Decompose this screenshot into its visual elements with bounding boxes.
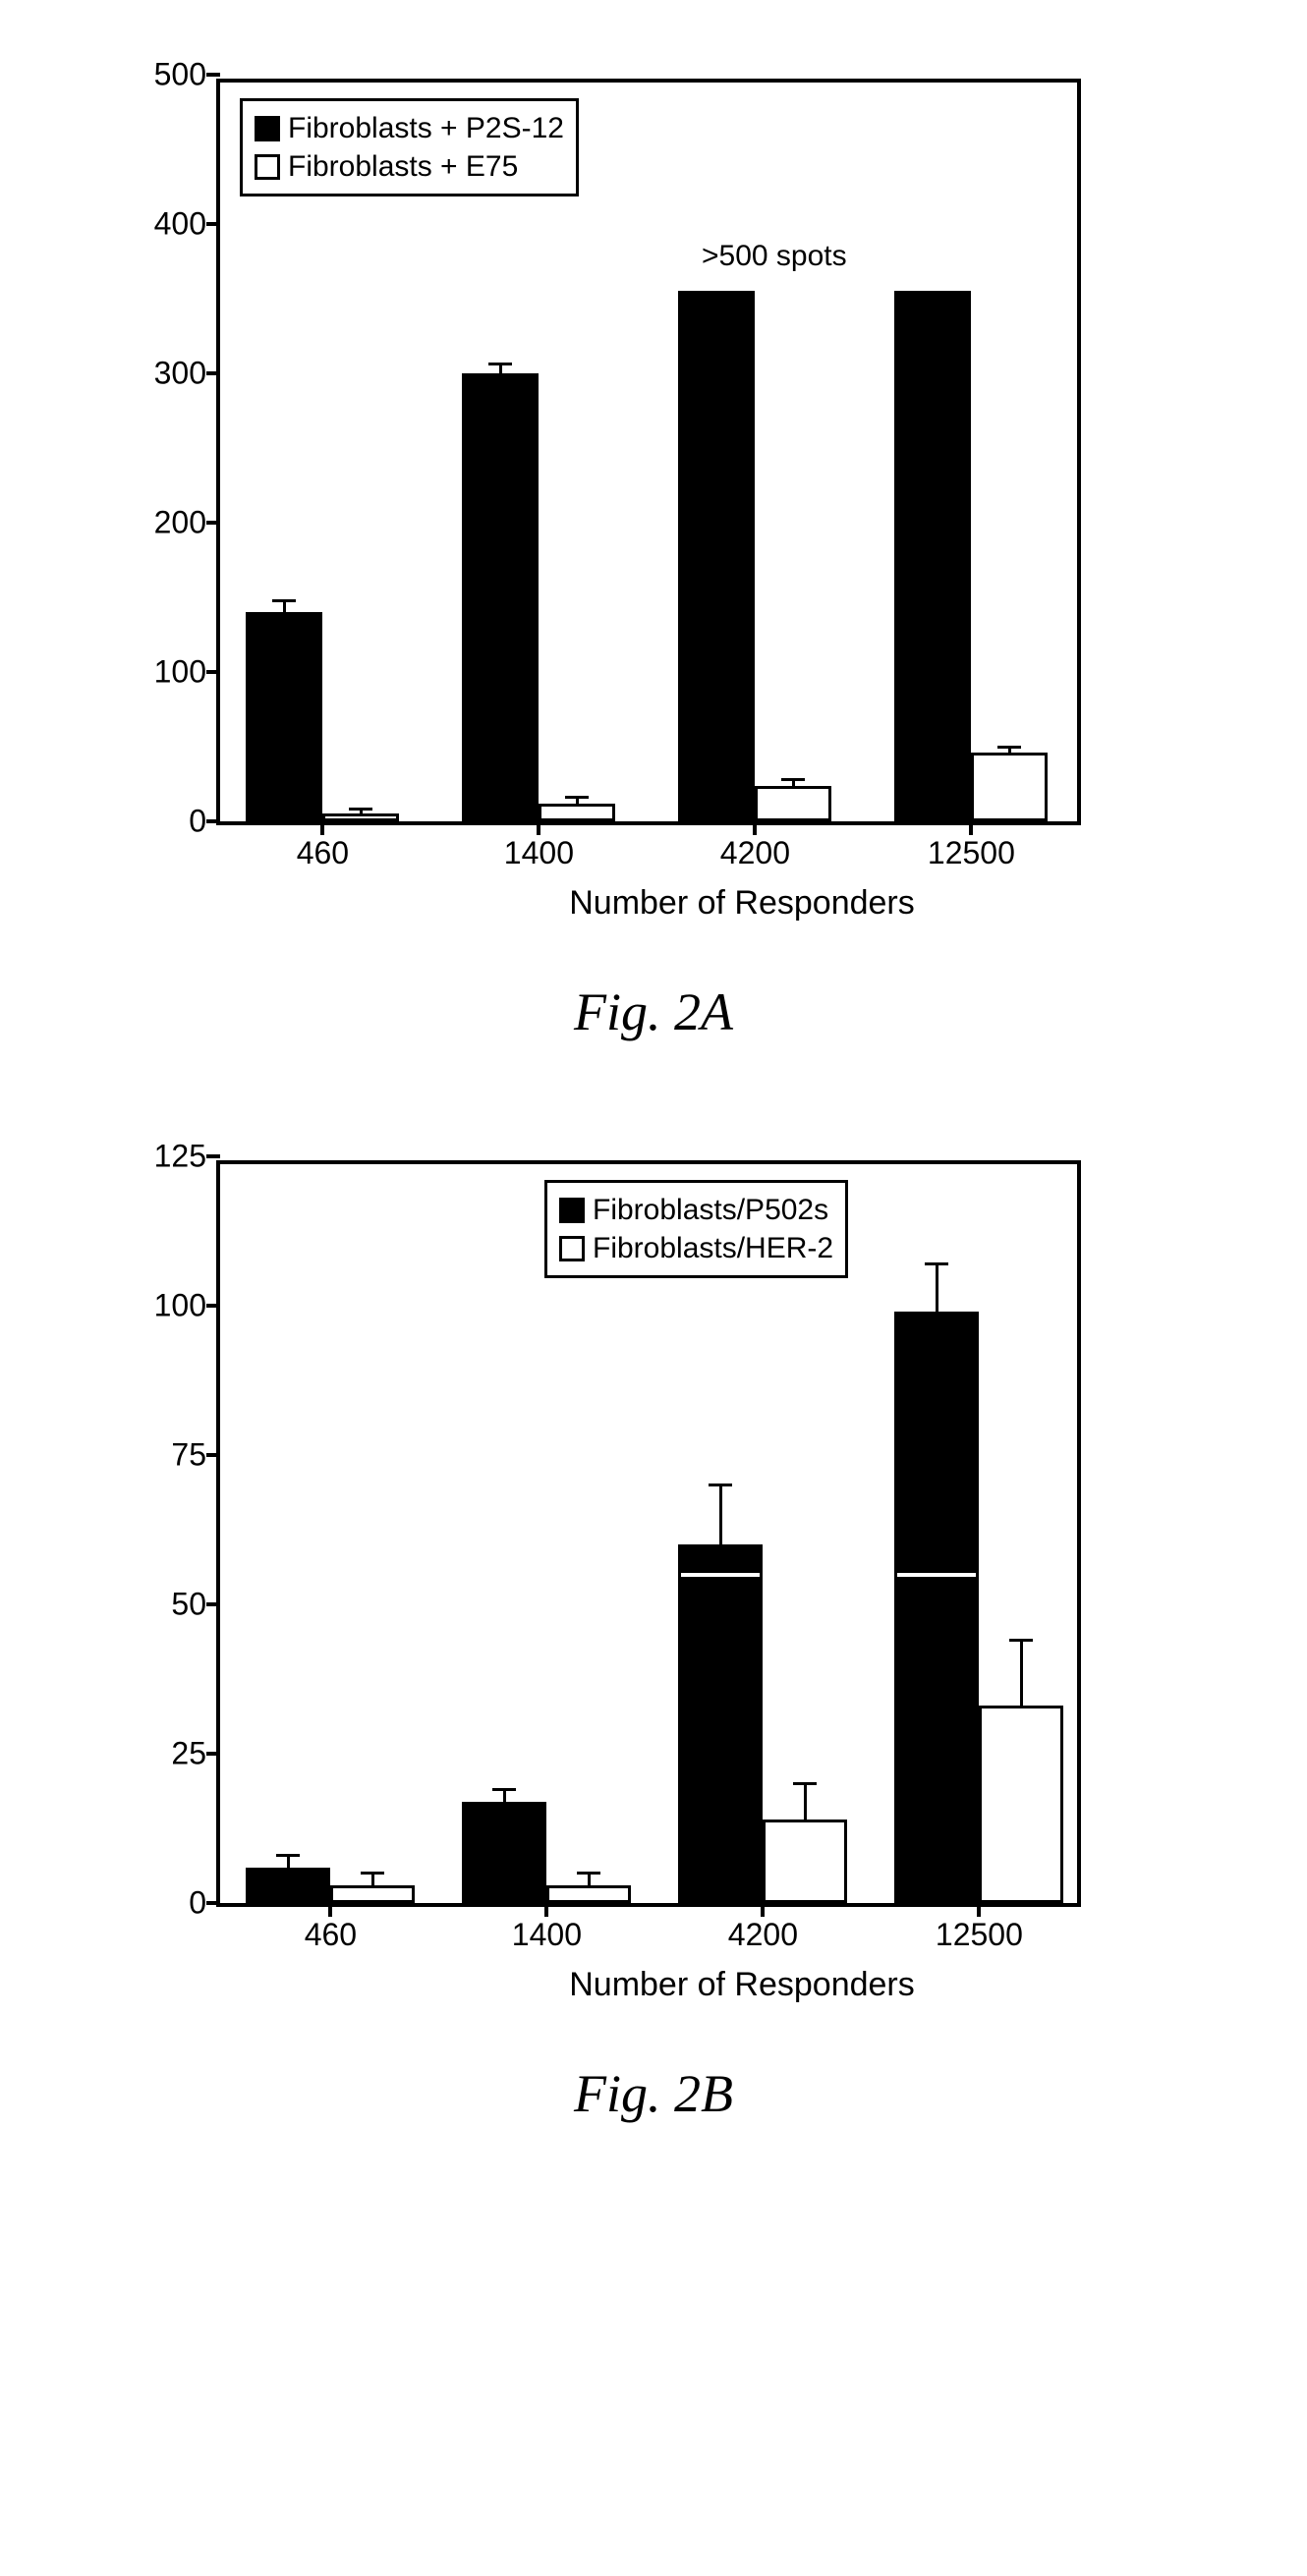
bar-series2 — [546, 1885, 631, 1903]
errorbar — [719, 1484, 722, 1544]
legend-label: Fibroblasts/HER-2 — [593, 1229, 833, 1267]
x-tick-mark — [537, 821, 540, 835]
errorbar — [588, 1874, 591, 1885]
y-tick-mark — [206, 819, 220, 823]
errorcap — [781, 778, 805, 781]
errorcap — [577, 1872, 600, 1875]
bar-series1 — [246, 612, 322, 821]
bar-series1 — [678, 1544, 763, 1903]
legend-item: Fibroblasts + P2S-12 — [255, 109, 564, 147]
errorcap — [488, 363, 512, 365]
y-tick-mark — [206, 1602, 220, 1606]
bar-series1 — [894, 291, 971, 821]
figure-2b-caption: Fig. 2B — [39, 2063, 1268, 2124]
chart-a-xlabel: Number of Responders — [216, 884, 1268, 923]
bar-series2 — [979, 1706, 1063, 1903]
chart-a-plot: Fibroblasts + P2S-12Fibroblasts + E75 >5… — [216, 79, 1081, 825]
figure-2b: Number of γ-Interferon Spots Fibroblasts… — [39, 1160, 1268, 2124]
chart-a-annotation: >500 spots — [702, 240, 847, 273]
bar-series2 — [971, 753, 1048, 821]
bar-series1 — [678, 291, 755, 821]
bar-series2 — [755, 786, 831, 821]
y-tick-mark — [206, 521, 220, 525]
errorcap — [272, 599, 296, 602]
chart-b-plot: Fibroblasts/P502sFibroblasts/HER-2 02550… — [216, 1160, 1081, 1907]
y-tick-mark — [206, 222, 220, 226]
x-tick-mark — [761, 1903, 765, 1917]
bar-inner-line — [897, 1573, 976, 1577]
errorbar — [283, 600, 286, 612]
errorcap — [492, 1788, 516, 1791]
bar-series1 — [462, 373, 539, 821]
bar-series2 — [322, 813, 399, 821]
chart-b-xlabel: Number of Responders — [216, 1966, 1268, 2004]
errorcap — [709, 1484, 732, 1486]
y-tick-mark — [206, 1154, 220, 1158]
errorbar — [804, 1783, 807, 1819]
legend-swatch — [255, 116, 280, 141]
legend-item: Fibroblasts + E75 — [255, 147, 564, 186]
errorcap — [1009, 1639, 1033, 1642]
errorbar — [503, 1789, 506, 1801]
figure-2a-caption: Fig. 2A — [39, 981, 1268, 1042]
x-tick-mark — [328, 1903, 332, 1917]
y-tick-mark — [206, 1304, 220, 1308]
legend-label: Fibroblasts + P2S-12 — [288, 109, 564, 147]
bar-series1 — [462, 1802, 546, 1903]
chart-b-wrap: Number of γ-Interferon Spots Fibroblasts… — [216, 1160, 1268, 2004]
x-tick-mark — [753, 821, 757, 835]
x-tick-mark — [977, 1903, 981, 1917]
bar-inner-line — [681, 1573, 760, 1577]
legend-label: Fibroblasts/P502s — [593, 1191, 828, 1229]
x-tick-mark — [969, 821, 973, 835]
legend-swatch — [255, 154, 280, 180]
legend-item: Fibroblasts/HER-2 — [559, 1229, 833, 1267]
chart-a-legend: Fibroblasts + P2S-12Fibroblasts + E75 — [240, 98, 579, 196]
chart-a-wrap: Number of γ-Interferon Spots Fibroblasts… — [216, 79, 1268, 923]
errorcap — [793, 1782, 817, 1785]
y-tick-mark — [206, 371, 220, 375]
errorbar — [371, 1874, 374, 1885]
bar-series2 — [330, 1885, 415, 1903]
errorbar — [1020, 1641, 1023, 1707]
y-tick-mark — [206, 670, 220, 674]
errorcap — [276, 1854, 300, 1857]
bar-series1 — [246, 1868, 330, 1903]
chart-b-legend: Fibroblasts/P502sFibroblasts/HER-2 — [544, 1180, 848, 1278]
x-tick-mark — [320, 821, 324, 835]
y-tick-mark — [206, 1752, 220, 1756]
errorcap — [361, 1872, 384, 1875]
legend-swatch — [559, 1198, 585, 1223]
bar-series2 — [539, 804, 615, 821]
errorbar — [936, 1263, 938, 1312]
errorcap — [349, 808, 372, 811]
x-tick-mark — [544, 1903, 548, 1917]
y-tick-mark — [206, 1453, 220, 1457]
errorcap — [925, 1262, 948, 1265]
legend-item: Fibroblasts/P502s — [559, 1191, 833, 1229]
errorcap — [997, 746, 1021, 749]
y-tick-mark — [206, 1901, 220, 1905]
errorcap — [565, 796, 589, 799]
bar-series1 — [894, 1312, 979, 1903]
bar-series2 — [763, 1820, 847, 1903]
y-tick-mark — [206, 73, 220, 77]
legend-label: Fibroblasts + E75 — [288, 147, 518, 186]
legend-swatch — [559, 1236, 585, 1261]
errorbar — [287, 1855, 290, 1867]
figure-2a: Number of γ-Interferon Spots Fibroblasts… — [39, 79, 1268, 1042]
